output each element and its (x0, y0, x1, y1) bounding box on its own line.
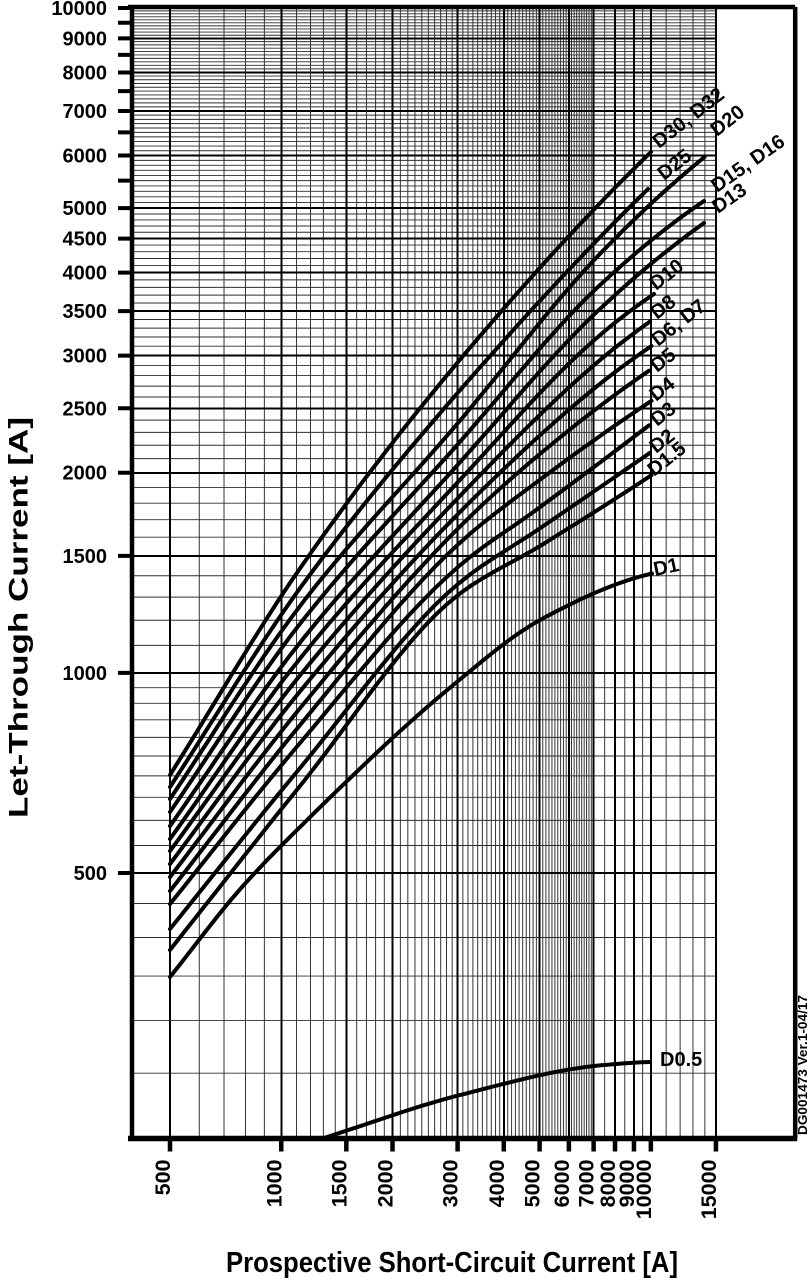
svg-text:8000: 8000 (63, 62, 108, 84)
svg-text:10000: 10000 (632, 1159, 656, 1219)
svg-text:3500: 3500 (63, 301, 108, 323)
svg-text:Let-Through Current [A]: Let-Through Current [A] (4, 417, 34, 818)
svg-text:5000: 5000 (63, 198, 108, 220)
svg-text:2000: 2000 (63, 463, 108, 485)
svg-text:1000: 1000 (262, 1159, 286, 1207)
svg-text:6000: 6000 (550, 1159, 574, 1207)
svg-text:1000: 1000 (63, 663, 108, 685)
svg-text:2000: 2000 (374, 1159, 398, 1207)
svg-text:500: 500 (74, 863, 107, 885)
svg-text:D1: D1 (651, 554, 681, 581)
svg-text:4000: 4000 (485, 1159, 509, 1207)
svg-text:2500: 2500 (63, 398, 108, 420)
svg-text:15000: 15000 (697, 1159, 721, 1219)
svg-text:7000: 7000 (63, 101, 108, 123)
svg-text:8000: 8000 (596, 1159, 620, 1207)
svg-text:3000: 3000 (439, 1159, 463, 1207)
svg-text:1500: 1500 (327, 1159, 351, 1207)
svg-text:3000: 3000 (63, 346, 108, 368)
svg-text:7000: 7000 (575, 1159, 599, 1207)
svg-text:4500: 4500 (63, 229, 108, 251)
svg-text:9000: 9000 (615, 1159, 639, 1207)
svg-text:Prospective Short-Circuit Curr: Prospective Short-Circuit Current [A] (226, 1247, 678, 1279)
svg-text:D0.5: D0.5 (660, 1049, 702, 1071)
svg-text:500: 500 (151, 1159, 175, 1195)
svg-text:10000: 10000 (51, 0, 107, 20)
svg-text:4000: 4000 (63, 263, 108, 285)
svg-text:6000: 6000 (63, 146, 108, 168)
svg-text:1500: 1500 (63, 546, 108, 568)
svg-text:9000: 9000 (63, 28, 108, 50)
svg-text:5000: 5000 (521, 1159, 545, 1207)
svg-text:DG001473 Ver.1-04/17: DG001473 Ver.1-04/17 (795, 995, 810, 1135)
